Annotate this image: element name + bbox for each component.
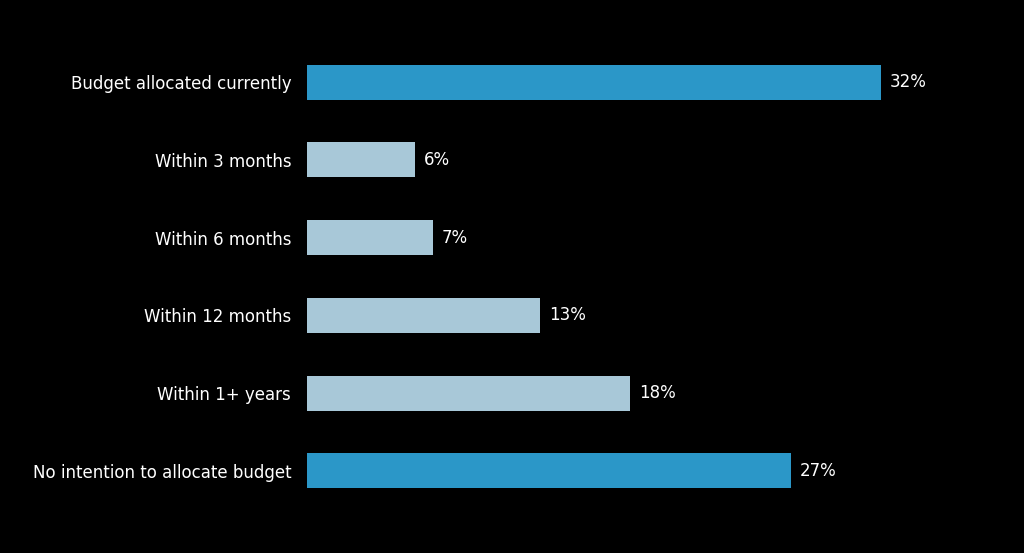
Bar <box>307 298 541 333</box>
Bar <box>307 142 415 178</box>
Bar <box>307 65 881 100</box>
Bar <box>307 220 432 255</box>
Text: 13%: 13% <box>549 306 586 325</box>
Bar <box>307 453 791 488</box>
Text: 27%: 27% <box>800 462 837 480</box>
Text: 18%: 18% <box>639 384 676 402</box>
Text: 32%: 32% <box>890 73 927 91</box>
Text: 6%: 6% <box>424 151 450 169</box>
Bar <box>307 375 630 411</box>
Text: 7%: 7% <box>441 228 468 247</box>
